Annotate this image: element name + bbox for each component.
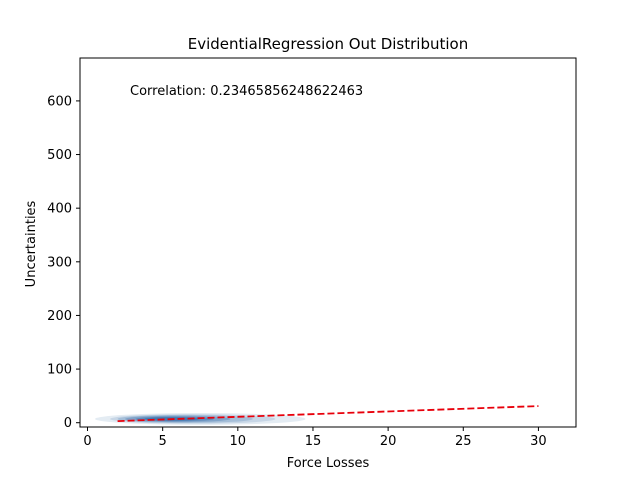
y-tick-label-600: 600 (47, 94, 72, 109)
y-tick-label-200: 200 (47, 309, 72, 324)
y-axis-ticks: 0 100 200 300 400 500 600 (47, 94, 80, 431)
x-axis-ticks: 0 5 10 15 20 25 30 (83, 427, 547, 449)
y-tick-label-300: 300 (47, 255, 72, 270)
x-tick-label-30: 30 (530, 434, 547, 449)
trend-line (117, 405, 539, 422)
y-tick-label-100: 100 (47, 363, 72, 378)
y-tick-label-400: 400 (47, 202, 72, 217)
y-tick-label-500: 500 (47, 148, 72, 163)
chart-title: EvidentialRegression Out Distribution (188, 35, 468, 53)
x-tick-label-25: 25 (455, 434, 472, 449)
x-tick-label-20: 20 (380, 434, 397, 449)
x-tick-label-10: 10 (230, 434, 247, 449)
x-axis-label: Force Losses (287, 456, 370, 471)
correlation-annotation: Correlation: 0.23465856248622463 (130, 84, 363, 99)
y-axis-label: Uncertainties (24, 200, 39, 287)
x-tick-label-15: 15 (305, 434, 322, 449)
plot-frame (79, 57, 577, 428)
y-tick-label-0: 0 (64, 416, 72, 431)
x-tick-label-0: 0 (83, 434, 91, 449)
x-tick-label-5: 5 (159, 434, 167, 449)
trend-line-layer (117, 405, 539, 422)
